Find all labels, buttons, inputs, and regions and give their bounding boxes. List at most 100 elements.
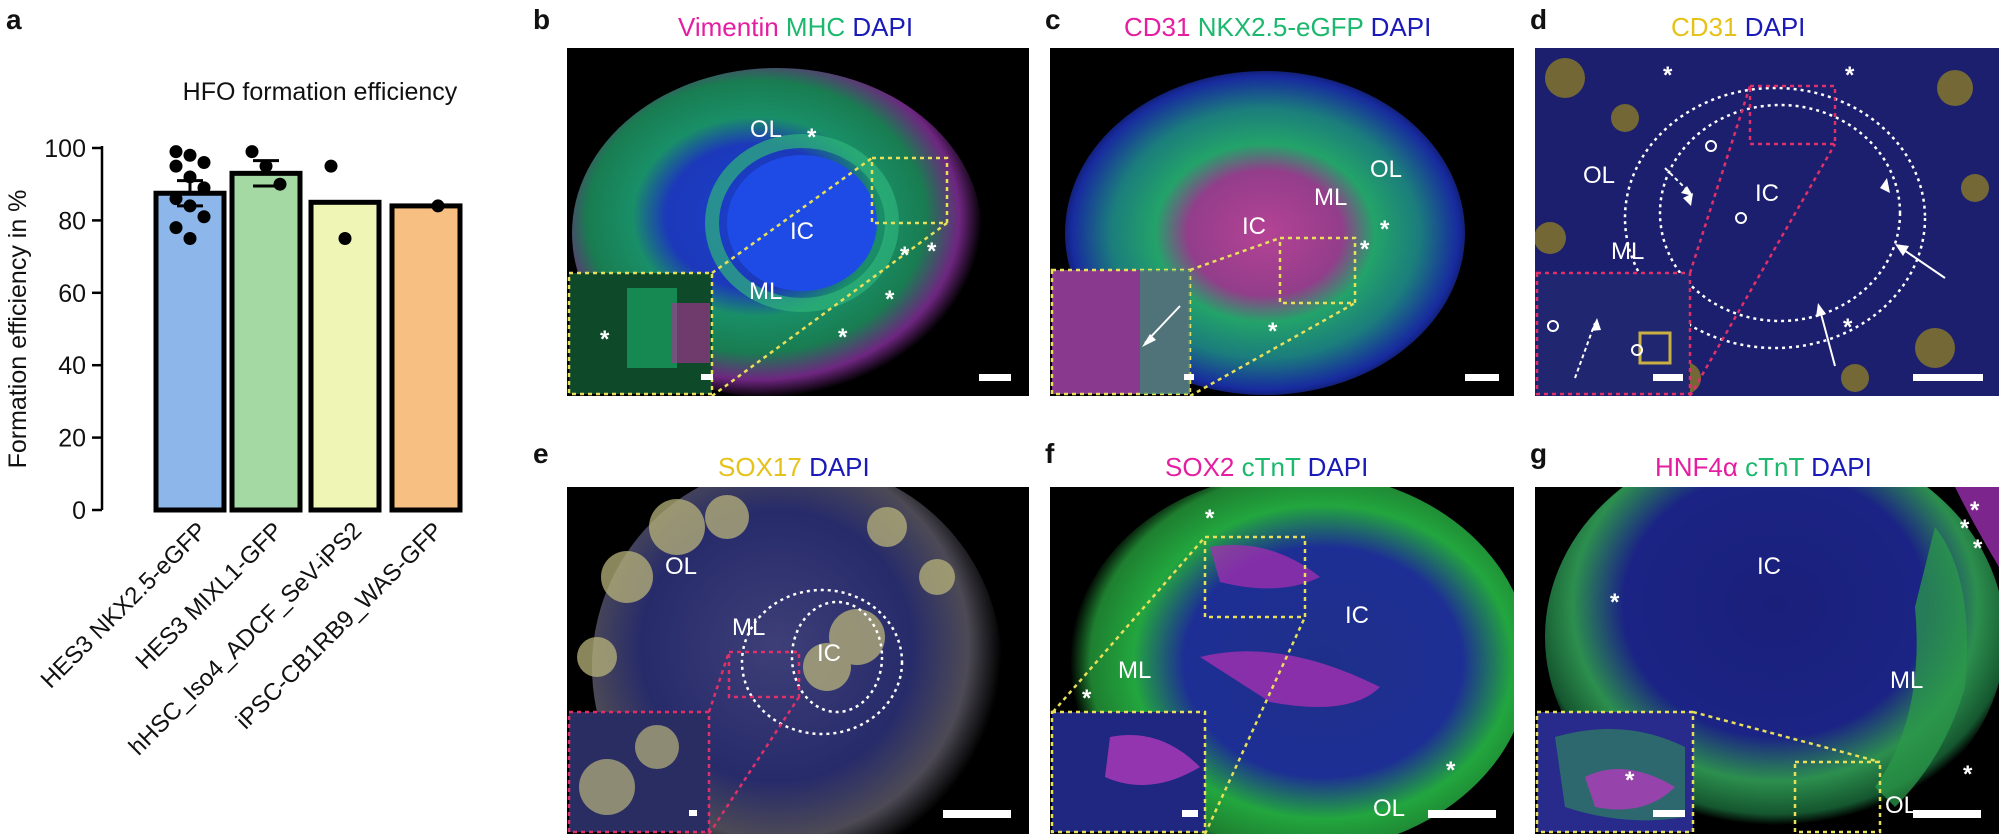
data-point <box>183 148 197 162</box>
data-point <box>169 221 183 235</box>
asterisk: * <box>1205 505 1215 532</box>
x-tick-label: HES3 MIXL1-GFP <box>131 517 289 675</box>
asterisk: * <box>838 324 848 351</box>
stain-dapi: DAPI <box>1744 12 1806 42</box>
data-point <box>197 210 211 224</box>
stain-dapi: DAPI <box>852 12 914 42</box>
label-ml: ML <box>1314 184 1348 211</box>
panel-c-title: CD31 NKX2.5-eGFP DAPI <box>1124 12 1431 43</box>
data-point <box>197 155 211 169</box>
stain-hnf4a: HNF4α <box>1655 452 1738 482</box>
data-point <box>169 145 183 159</box>
asterisk: * <box>1843 314 1853 341</box>
data-point <box>273 177 287 191</box>
lumen-marker-icon <box>1735 212 1747 224</box>
formation-efficiency-chart: HFO formation efficiency Formation effici… <box>4 78 463 761</box>
lumen-marker-icon <box>1631 344 1643 356</box>
stain-cd31: CD31 <box>1124 12 1191 42</box>
lumen-marker-icon <box>1705 140 1717 152</box>
asterisk: * <box>807 124 817 151</box>
data-point <box>169 159 183 173</box>
bar <box>389 203 463 513</box>
asterisk: * <box>1963 761 1973 788</box>
lumen-marker-icon <box>1547 320 1559 332</box>
label-ol: OL <box>1373 795 1406 822</box>
panel-b-title: Vimentin MHC DAPI <box>678 12 913 43</box>
label-ml: ML <box>1611 238 1645 265</box>
label-ol: OL <box>1885 792 1918 819</box>
panel-letter-g: g <box>1530 438 1548 469</box>
asterisk: * <box>1663 62 1673 89</box>
bar <box>308 199 382 513</box>
micrograph-d: OL IC ML * * * <box>1535 48 1999 396</box>
data-point <box>338 232 352 245</box>
bar <box>229 170 303 513</box>
stain-nkx25-egfp: NKX2.5-eGFP <box>1197 12 1364 42</box>
label-ml: ML <box>1890 667 1924 694</box>
asterisk: * <box>1970 497 1980 524</box>
data-point <box>169 192 183 206</box>
stain-mhc: MHC <box>785 12 846 42</box>
label-ic: IC <box>1755 180 1779 207</box>
asterisk: * <box>927 238 937 265</box>
asterisk: * <box>1960 515 1970 542</box>
asterisk: * <box>1082 685 1092 712</box>
micrograph-c: OL ML IC * * * <box>1050 48 1514 396</box>
asterisk: * <box>1625 767 1635 794</box>
y-tick-label: 60 <box>58 280 86 308</box>
chart-title: HFO formation efficiency <box>183 78 458 106</box>
data-point <box>183 170 197 184</box>
stain-vimentin: Vimentin <box>678 12 779 42</box>
panel-letter-d: d <box>1530 4 1548 35</box>
data-point <box>431 199 445 213</box>
label-ic: IC <box>1757 553 1781 580</box>
stain-dapi: DAPI <box>809 452 870 482</box>
y-axis-label: Formation efficiency in % <box>4 190 32 469</box>
label-ml: ML <box>1118 657 1152 684</box>
stain-dapi: DAPI <box>1370 12 1432 42</box>
panel-d-title: CD31 DAPI <box>1671 12 1805 43</box>
label-ic: IC <box>790 218 814 245</box>
asterisk: * <box>1380 216 1390 243</box>
asterisk: * <box>1973 535 1983 562</box>
y-tick-label: 80 <box>58 207 86 235</box>
panel-letter-f: f <box>1045 438 1055 469</box>
stain-cd31: CD31 <box>1671 12 1738 42</box>
label-ol: OL <box>1370 156 1403 183</box>
asterisk: * <box>1268 318 1278 345</box>
y-tick-label: 0 <box>72 497 86 525</box>
panel-g-title: HNF4α cTnT DAPI <box>1655 452 1872 483</box>
micrograph-e: OL ML IC <box>567 487 1029 834</box>
label-ol: OL <box>750 116 783 143</box>
asterisk: * <box>1446 757 1456 784</box>
asterisk: * <box>1360 236 1370 263</box>
data-point <box>245 145 259 159</box>
asterisk: * <box>1845 62 1855 89</box>
panel-letter-b: b <box>533 4 551 35</box>
panel-f-title: SOX2 cTnT DAPI <box>1165 452 1368 483</box>
y-tick-label: 40 <box>58 352 86 380</box>
stain-ctnt: cTnT <box>1241 452 1301 482</box>
asterisk: * <box>600 326 610 353</box>
label-ml: ML <box>732 614 766 641</box>
data-point <box>324 159 338 173</box>
panel-e-title: SOX17 DAPI <box>718 452 870 483</box>
label-ic: IC <box>817 640 841 667</box>
panel-letter-a: a <box>6 4 22 35</box>
data-point <box>197 181 211 195</box>
y-tick-label: 20 <box>58 425 86 453</box>
stain-dapi: DAPI <box>1811 452 1872 482</box>
asterisk: * <box>1610 589 1620 616</box>
micrograph-g: IC ML OL * * * * * * <box>1535 487 1999 834</box>
data-point <box>259 159 273 173</box>
stain-dapi: DAPI <box>1307 452 1369 482</box>
label-ic: IC <box>1345 602 1369 629</box>
label-ic: IC <box>1242 213 1266 240</box>
asterisk: * <box>900 242 910 269</box>
label-ml: ML <box>749 278 783 305</box>
label-ol: OL <box>1583 162 1616 189</box>
stain-sox17: SOX17 <box>718 452 802 482</box>
panel-letter-c: c <box>1045 4 1061 35</box>
micrograph-f: IC ML OL * * * <box>1050 487 1514 834</box>
data-point <box>183 232 197 245</box>
